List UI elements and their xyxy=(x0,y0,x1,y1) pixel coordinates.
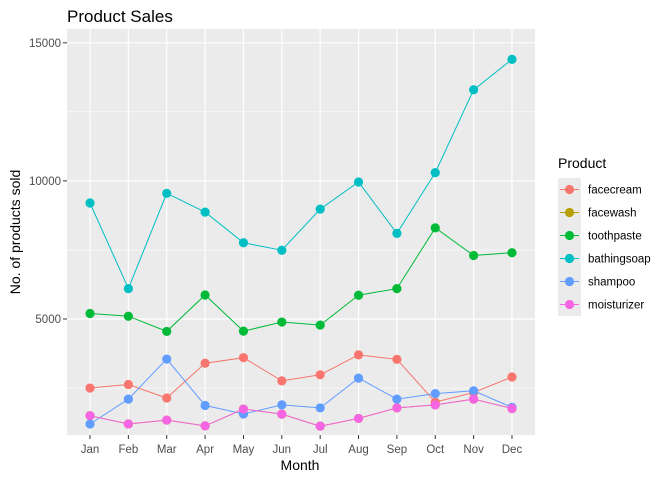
y-axis-label: No. of products sold xyxy=(7,170,23,295)
y-tick-label: 10000 xyxy=(29,176,61,188)
data-point-toothpaste xyxy=(162,326,172,337)
data-point-bathingsoap xyxy=(277,245,287,255)
data-point-bathingsoap xyxy=(430,168,440,178)
data-point-bathingsoap xyxy=(85,198,95,208)
x-tick-label: Dec xyxy=(502,444,523,456)
legend-label-moisturizer: moisturizer xyxy=(588,300,644,312)
data-point-moisturizer xyxy=(277,409,287,419)
data-point-toothpaste xyxy=(430,223,440,233)
y-tick-label: 5000 xyxy=(35,314,61,326)
data-point-shampoo xyxy=(469,386,479,396)
data-point-bathingsoap xyxy=(507,54,517,64)
chart-title: Product Sales xyxy=(67,7,173,26)
data-point-toothpaste xyxy=(200,290,210,300)
legend: Product facecream facewash toothpaste bathi… xyxy=(558,155,651,316)
data-point-facecream xyxy=(85,383,95,393)
legend-label-facewash: facewash xyxy=(588,208,637,220)
data-point-moisturizer xyxy=(469,394,479,404)
data-point-facecream xyxy=(123,379,133,390)
x-tick-label: Jan xyxy=(81,444,100,456)
legend-key-point xyxy=(564,253,575,264)
legend-key-point xyxy=(564,230,575,241)
data-point-toothpaste xyxy=(277,317,287,327)
data-point-facecream xyxy=(507,372,517,382)
series-line-moisturizer xyxy=(89,398,513,427)
series-line-bathingsoap xyxy=(89,59,513,290)
data-point-facecream xyxy=(162,393,172,403)
x-tick-label: Nov xyxy=(463,444,484,456)
data-point-toothpaste xyxy=(315,320,325,330)
data-point-facecream xyxy=(277,376,287,386)
plot-panel xyxy=(67,29,535,435)
legend-key-point xyxy=(564,299,575,310)
legend-title: Product xyxy=(558,155,606,171)
data-point-toothpaste xyxy=(507,248,517,258)
data-point-toothpaste xyxy=(238,326,249,336)
data-point-toothpaste xyxy=(353,290,364,300)
data-point-moisturizer xyxy=(430,400,440,410)
data-point-moisturizer xyxy=(238,404,249,414)
x-tick-label: Mar xyxy=(157,444,177,456)
legend-key-point xyxy=(564,184,575,195)
legend-key-point xyxy=(564,276,575,287)
data-point-bathingsoap xyxy=(162,188,172,198)
legend-label-bathingsoap: bathingsoap xyxy=(588,254,651,266)
legend-label-shampoo: shampoo xyxy=(588,277,635,289)
x-tick-label: May xyxy=(233,444,255,456)
data-point-moisturizer xyxy=(123,419,133,429)
y-tick-label: 15000 xyxy=(29,38,61,50)
data-point-shampoo xyxy=(353,373,364,383)
data-point-toothpaste xyxy=(123,311,133,321)
data-point-bathingsoap xyxy=(238,238,249,248)
data-point-moisturizer xyxy=(353,413,364,424)
data-point-facecream xyxy=(238,353,249,363)
data-point-shampoo xyxy=(200,400,210,411)
data-point-facecream xyxy=(353,350,364,360)
data-point-facecream xyxy=(315,370,325,380)
data-point-bathingsoap xyxy=(200,207,210,217)
x-axis-label: Month xyxy=(281,457,320,473)
data-point-moisturizer xyxy=(392,403,402,413)
data-point-shampoo xyxy=(277,400,287,410)
data-point-moisturizer xyxy=(85,411,95,421)
data-point-bathingsoap xyxy=(469,85,479,95)
series-line-shampoo xyxy=(89,358,513,425)
legend-label-facecream: facecream xyxy=(588,185,642,197)
data-point-moisturizer xyxy=(507,403,517,414)
data-point-shampoo xyxy=(85,419,95,429)
x-tick-label: Sep xyxy=(387,444,407,456)
series-line-toothpaste xyxy=(89,227,513,332)
x-tick-label: Feb xyxy=(118,444,138,456)
data-point-bathingsoap xyxy=(392,228,402,238)
legend-label-toothpaste: toothpaste xyxy=(588,231,642,243)
x-tick-label: Jul xyxy=(313,444,328,456)
data-point-shampoo xyxy=(162,354,172,364)
data-point-facecream xyxy=(392,354,402,364)
legend-key-point xyxy=(564,207,575,218)
series-line-facecream xyxy=(89,354,513,403)
data-point-toothpaste xyxy=(469,250,479,261)
data-point-bathingsoap xyxy=(353,177,364,187)
data-point-toothpaste xyxy=(392,284,402,294)
data-point-moisturizer xyxy=(315,421,325,431)
data-point-bathingsoap xyxy=(315,204,325,214)
data-point-shampoo xyxy=(430,388,440,399)
data-point-shampoo xyxy=(123,394,133,404)
data-point-moisturizer xyxy=(162,415,172,425)
x-tick-label: Jun xyxy=(273,444,292,456)
x-tick-label: Aug xyxy=(348,444,368,456)
data-point-moisturizer xyxy=(200,421,210,431)
data-point-shampoo xyxy=(392,394,402,404)
x-tick-label: Oct xyxy=(426,444,445,456)
x-tick-label: Apr xyxy=(196,444,214,456)
plot-area: 5000 10000 15000 Jan Feb Mar Apr May Jun Jul Aug Se… xyxy=(29,29,535,456)
data-point-shampoo xyxy=(315,403,325,413)
data-point-bathingsoap xyxy=(123,284,133,294)
data-point-facecream xyxy=(200,358,210,368)
data-point-toothpaste xyxy=(85,308,95,319)
